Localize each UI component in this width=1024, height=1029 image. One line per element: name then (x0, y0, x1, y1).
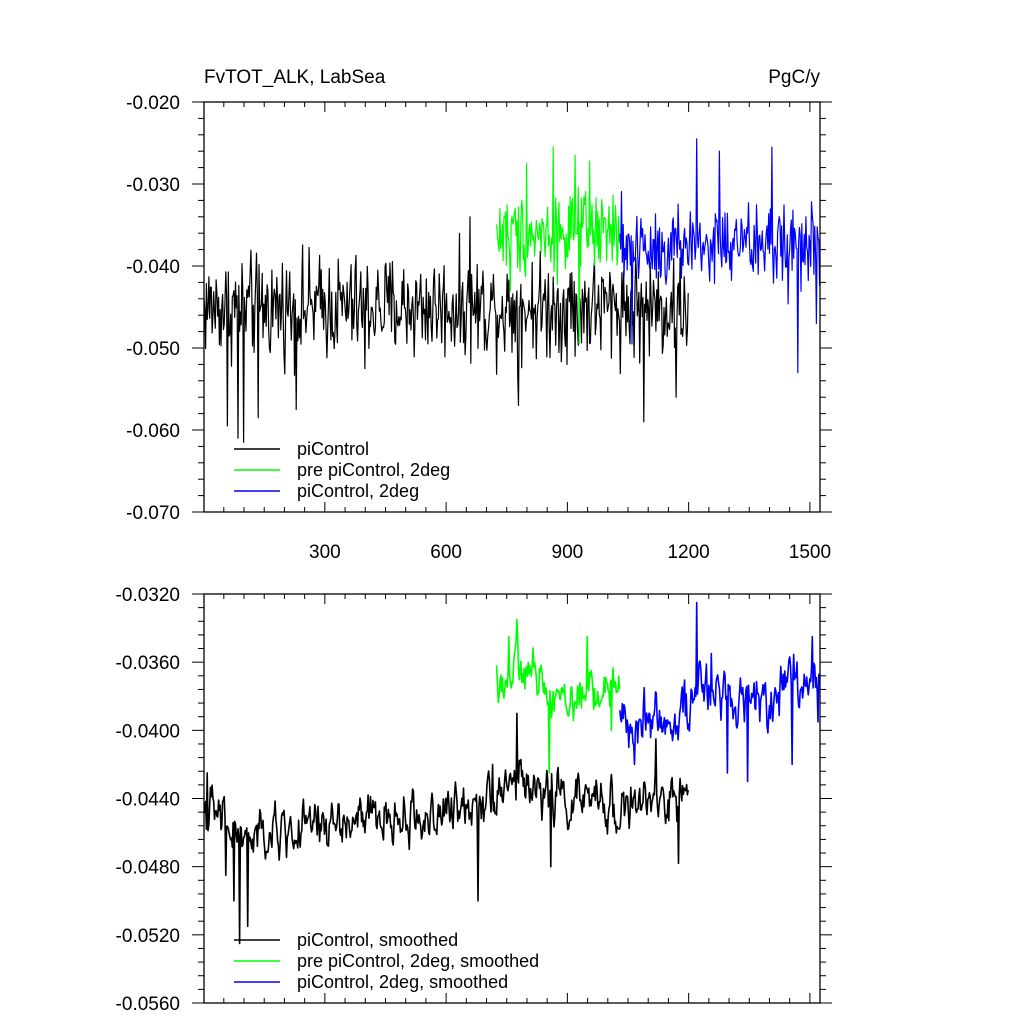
series-line-pre-picontrol-2deg-smoothed (495, 618, 621, 774)
top-panel-units: PgC/y (768, 67, 820, 88)
x-tick-label: 1500 (789, 542, 831, 563)
y-tick-label: -0.0320 (116, 585, 180, 606)
legend-label: piControl, 2deg, smoothed (297, 972, 508, 992)
series-line-picontrol-2deg (619, 138, 820, 374)
legend-label: piControl (297, 439, 369, 459)
x-tick-label: 900 (552, 542, 584, 563)
y-tick-label: -0.0440 (116, 790, 180, 811)
y-tick-label: -0.070 (126, 503, 180, 524)
y-tick-label: -0.040 (126, 257, 180, 278)
series-line-pre-picontrol-2deg (496, 146, 621, 345)
legend-label: piControl, 2deg (297, 481, 419, 501)
y-tick-label: -0.0560 (116, 994, 180, 1015)
legend-label: pre piControl, 2deg (297, 460, 450, 480)
x-tick-label: 600 (430, 542, 462, 563)
plot-frame (203, 101, 821, 513)
bottom-panel: -0.0560 -0.0520 -0.0480 -0.0440 -0.0400 -0.03… (116, 585, 832, 1015)
x-tick-label: 300 (309, 542, 341, 563)
y-tick-label: -0.060 (126, 421, 180, 442)
series-line-picontrol (204, 216, 689, 443)
top-panel-title: FvTOT_ALK, LabSea (204, 67, 386, 88)
legend-label: piControl, smoothed (297, 930, 458, 950)
y-tick-label: -0.0400 (116, 721, 180, 742)
series-line-picontrol-2deg-smoothed (619, 601, 820, 783)
y-tick-label: -0.0480 (116, 858, 180, 879)
y-tick-label: -0.0360 (116, 653, 180, 674)
legend-label: pre piControl, 2deg, smoothed (297, 951, 539, 971)
x-tick-label: 1200 (667, 542, 709, 563)
top-panel: FvTOT_ALK, LabSea PgC/y 300 600 900 1200 150… (126, 67, 832, 563)
y-tick-label: -0.0520 (116, 926, 180, 947)
y-tick-label: -0.020 (126, 93, 180, 114)
y-tick-label: -0.030 (126, 175, 180, 196)
plot-area (204, 138, 820, 443)
y-tick-label: -0.050 (126, 339, 180, 360)
series-line-picontrol-smoothed (204, 712, 689, 945)
plot-area (204, 601, 820, 945)
